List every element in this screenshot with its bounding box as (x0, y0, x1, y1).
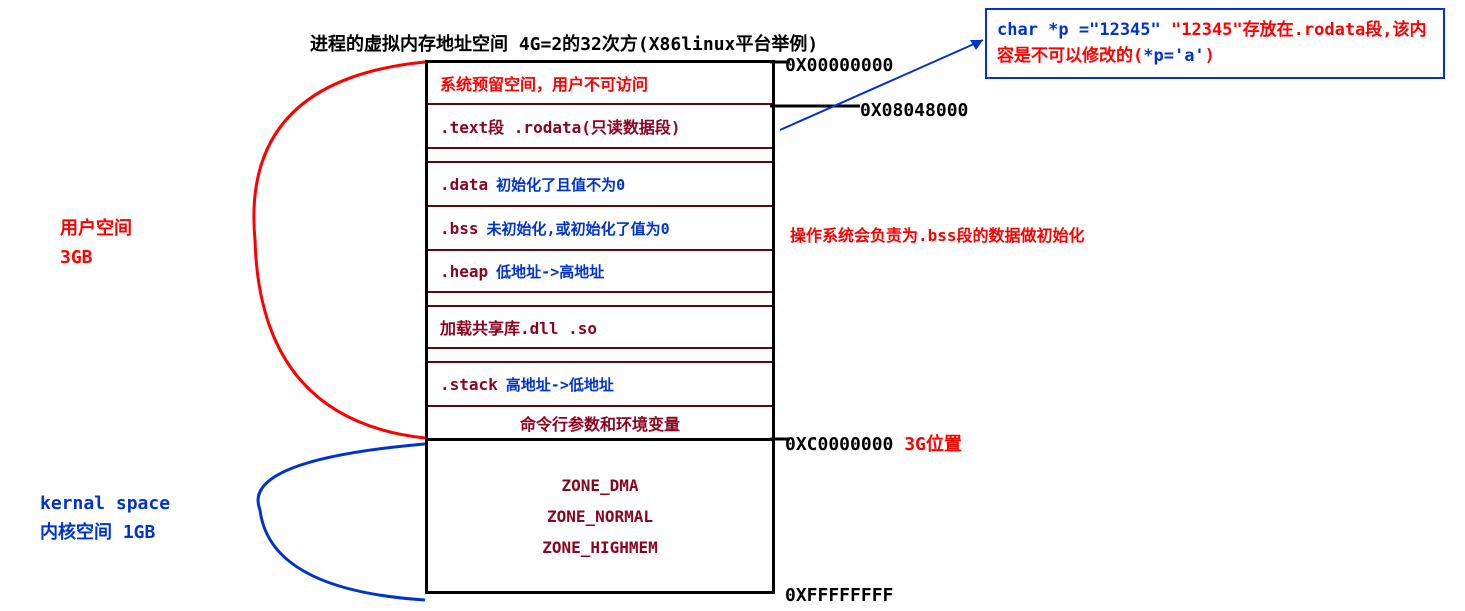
segment-kernel: ZONE_DMA ZONE_NORMAL ZONE_HIGHMEM (428, 441, 772, 591)
arrow-head (970, 40, 983, 50)
stack-note: 高地址->低地址 (506, 374, 614, 395)
segment-data: .data 初始化了且值不为0 (428, 163, 772, 207)
user-space-label: 用户空间 3GB (60, 215, 132, 273)
segment-args: 命令行参数和环境变量 (428, 405, 772, 441)
kernel-space-label: kernal space 内核空间 1GB (40, 490, 170, 548)
segment-spacer-1 (428, 149, 772, 163)
user-space-line2: 3GB (60, 244, 132, 273)
bss-side-note: 操作系统会负责为.bss段的数据做初始化 (790, 222, 1085, 246)
data-note: 初始化了且值不为0 (496, 174, 625, 195)
addr-text-start: 0X08048000 (860, 100, 968, 121)
segment-text: .text段 .rodata(只读数据段) (428, 105, 772, 149)
heap-note: 低地址->高地址 (496, 261, 604, 282)
annotation-box: char *p ="12345" "12345"存放在.rodata段,该内容是… (985, 8, 1445, 79)
diagram-title: 进程的虚拟内存地址空间 4G=2的32次方(X86linux平台举例) (310, 30, 818, 56)
addr-zero: 0X00000000 (785, 55, 893, 76)
segment-stack: .stack 高地址->低地址 (428, 363, 772, 405)
zone-normal: ZONE_NORMAL (547, 507, 653, 526)
segment-lib: 加载共享库.dll .so (428, 307, 772, 349)
kernel-space-line1: kernal space (40, 490, 170, 519)
zone-highmem: ZONE_HIGHMEM (542, 538, 658, 557)
addr-c0-value: 0XC0000000 (785, 434, 893, 455)
memory-layout-box: 系统预留空间，用户不可访问 .text段 .rodata(只读数据段) .dat… (425, 60, 775, 594)
segment-spacer-3 (428, 349, 772, 363)
heap-prefix: .heap (440, 262, 488, 281)
segment-spacer-2 (428, 293, 772, 307)
segment-heap: .heap 低地址->高地址 (428, 251, 772, 293)
user-space-bracket (254, 62, 425, 438)
addr-kernel-boundary: 0XC0000000 3G位置 (785, 430, 962, 456)
user-space-line1: 用户空间 (60, 215, 132, 244)
kernel-space-bracket (258, 444, 425, 600)
addr-max: 0XFFFFFFFF (785, 585, 893, 606)
annotation-text2: ) (1205, 46, 1215, 66)
segment-bss: .bss 未初始化,或初始化了值为0 (428, 207, 772, 251)
zone-dma: ZONE_DMA (561, 476, 638, 495)
data-prefix: .data (440, 175, 488, 194)
bss-prefix: .bss (440, 219, 479, 238)
addr-c0-note: 3G位置 (904, 434, 962, 455)
bss-note: 未初始化,或初始化了值为0 (487, 218, 670, 239)
annotation-code: char *p ="12345" (997, 20, 1161, 40)
kernel-space-line2: 内核空间 1GB (40, 519, 170, 548)
annotation-code2: *p='a' (1143, 46, 1204, 66)
segment-reserved: 系统预留空间，用户不可访问 (428, 63, 772, 105)
stack-prefix: .stack (440, 375, 498, 394)
